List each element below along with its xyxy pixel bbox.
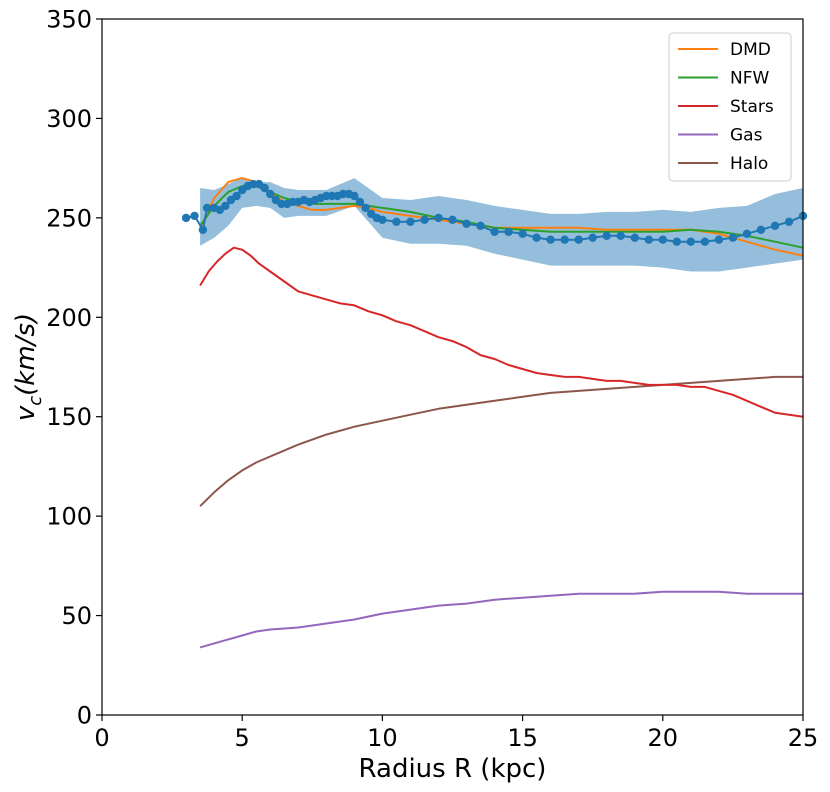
observed-point	[686, 237, 695, 246]
observed-point	[198, 225, 208, 234]
observed-point	[434, 213, 443, 223]
y-tick-label: 250	[46, 204, 92, 232]
x-tick-label: 20	[648, 724, 679, 752]
observed-point	[350, 191, 359, 201]
legend-box	[668, 32, 792, 182]
series-line-gas	[199, 590, 803, 649]
observed-points	[181, 179, 808, 246]
observed-point	[546, 235, 555, 244]
observed-point	[700, 237, 710, 246]
observed-point	[714, 235, 724, 244]
observed-point	[406, 217, 415, 226]
legend-label-gas: Gas	[730, 126, 763, 146]
y-tick-label: 150	[46, 403, 92, 431]
observed-point	[490, 227, 499, 236]
x-axis-ticks: 0 5 10 15 20 25	[94, 715, 818, 752]
observed-point	[658, 235, 667, 244]
observed-point	[770, 221, 780, 230]
observed-point	[181, 213, 191, 223]
legend-label-halo: Halo	[730, 154, 768, 174]
y-tick-label: 100	[46, 503, 92, 531]
legend: DMD NFW Stars Gas Halo	[668, 32, 792, 182]
observed-point	[448, 215, 457, 224]
y-axis-label-main: v	[11, 405, 41, 421]
observed-point	[756, 225, 766, 234]
x-tick-label: 15	[507, 724, 538, 752]
uncertainty-band-area	[200, 178, 804, 272]
legend-label-nfw: NFW	[730, 69, 769, 89]
observed-point	[532, 233, 541, 242]
observed-point	[361, 203, 370, 213]
plot-frame	[101, 18, 804, 716]
observed-point	[644, 235, 653, 244]
observed-point	[574, 235, 583, 244]
x-tick-label: 5	[235, 724, 250, 752]
observed-point	[462, 219, 471, 228]
observed-point	[420, 215, 429, 224]
observed-point	[266, 189, 275, 199]
x-axis-label: Radius R (kpc)	[359, 754, 547, 784]
observed-point	[602, 231, 611, 240]
observed-point	[504, 227, 513, 236]
observed-point	[560, 235, 569, 244]
observed-point	[518, 229, 527, 238]
series-line-halo	[199, 375, 803, 507]
observed-point	[260, 183, 269, 193]
observed-point	[392, 217, 401, 226]
x-tick-label: 10	[367, 724, 398, 752]
x-tick-label: 0	[94, 724, 109, 752]
y-tick-label: 300	[46, 105, 92, 133]
observed-point	[476, 221, 485, 230]
observed-point	[728, 233, 738, 242]
y-tick-label: 0	[77, 702, 92, 730]
model-curves	[199, 177, 804, 649]
y-tick-label: 50	[61, 602, 92, 630]
series-line-stars	[199, 246, 804, 418]
observed-point	[616, 231, 625, 240]
observed-point	[355, 197, 365, 207]
observed-point	[784, 217, 794, 226]
y-tick-label: 350	[46, 6, 92, 34]
legend-label-dmd: DMD	[730, 40, 771, 60]
observed-point	[672, 237, 681, 246]
y-axis-label-rest: (km/s)	[11, 313, 41, 396]
observed-point	[202, 203, 212, 213]
y-axis-label: vc(km/s)	[11, 313, 46, 421]
observed-point	[190, 211, 199, 221]
observed-point	[378, 215, 387, 224]
observed-point	[588, 233, 597, 242]
legend-label-stars: Stars	[730, 97, 774, 117]
observed-point	[221, 201, 230, 211]
observed-point	[630, 233, 639, 242]
y-axis-ticks: 0 50 100 150 200 250 300 350	[46, 6, 102, 730]
observed-point	[742, 229, 752, 238]
observed-uncertainty-band	[200, 178, 804, 272]
y-tick-label: 200	[46, 304, 92, 332]
y-axis-label-sub: c	[25, 396, 46, 406]
x-tick-label: 25	[788, 724, 819, 752]
observed-point	[232, 191, 241, 201]
